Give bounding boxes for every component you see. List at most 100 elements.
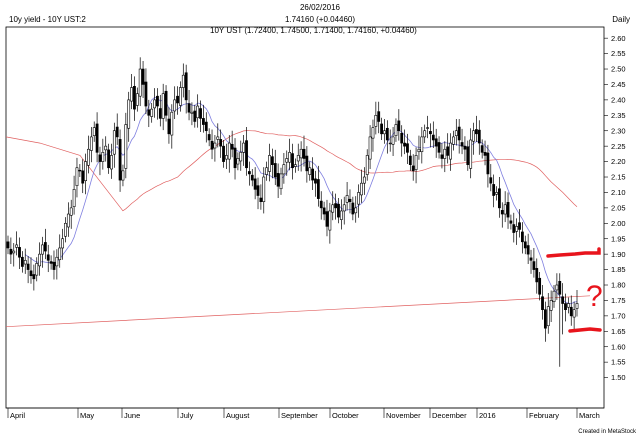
candle bbox=[434, 128, 438, 158]
candle-body bbox=[15, 244, 19, 248]
y-tick-label: 2.10 bbox=[611, 188, 626, 197]
candle-body bbox=[230, 144, 234, 150]
candle bbox=[489, 164, 493, 192]
annotation-top-bar bbox=[546, 247, 601, 258]
candle bbox=[334, 193, 338, 220]
candle bbox=[454, 119, 458, 146]
candle bbox=[32, 264, 36, 291]
candle bbox=[296, 143, 300, 171]
y-tick-label: 1.65 bbox=[611, 327, 626, 336]
candle-body bbox=[32, 274, 36, 280]
candle bbox=[299, 141, 303, 172]
candle-body bbox=[167, 118, 171, 135]
candle bbox=[156, 88, 159, 120]
candle-body bbox=[72, 189, 76, 207]
candle bbox=[124, 112, 128, 179]
candle bbox=[15, 231, 19, 256]
candle-body bbox=[64, 222, 67, 237]
candle-body bbox=[161, 93, 165, 119]
candle bbox=[268, 143, 271, 182]
annotation-layer: ? bbox=[546, 247, 603, 333]
candle bbox=[72, 175, 76, 215]
candle bbox=[127, 91, 131, 142]
candle-body bbox=[293, 164, 297, 167]
x-tick-label: May bbox=[80, 411, 94, 420]
candle-body bbox=[69, 207, 73, 216]
candle-body bbox=[176, 95, 179, 104]
candle bbox=[282, 152, 286, 184]
x-tick-label: June bbox=[124, 411, 140, 420]
candle-layer bbox=[6, 57, 579, 367]
candle-body bbox=[572, 309, 576, 318]
x-tick-label: 2016 bbox=[479, 411, 496, 420]
candle bbox=[265, 161, 269, 181]
candle-body bbox=[181, 74, 185, 88]
candle bbox=[342, 196, 346, 225]
candle bbox=[480, 139, 484, 159]
candle-body bbox=[575, 303, 579, 309]
y-tick-label: 2.05 bbox=[611, 203, 626, 212]
candle bbox=[532, 247, 536, 278]
candle-body bbox=[20, 256, 24, 267]
candle-body bbox=[66, 213, 70, 228]
candle bbox=[457, 119, 461, 154]
candle-body bbox=[339, 210, 343, 220]
y-tick-label: 2.50 bbox=[611, 65, 626, 74]
candle-body bbox=[509, 220, 513, 224]
candle bbox=[515, 218, 519, 245]
candle-body bbox=[35, 263, 39, 276]
candle-body bbox=[184, 72, 188, 101]
candle bbox=[498, 177, 501, 218]
candle-body bbox=[498, 188, 501, 209]
candle bbox=[460, 128, 464, 155]
candle-body bbox=[520, 231, 524, 243]
candle bbox=[558, 273, 562, 367]
plot-frame bbox=[5, 26, 605, 409]
candle bbox=[12, 243, 16, 267]
candle-body bbox=[426, 127, 429, 129]
candle bbox=[23, 248, 27, 274]
candle-body bbox=[101, 152, 105, 162]
candle bbox=[259, 184, 263, 210]
candle bbox=[322, 201, 326, 221]
candle bbox=[101, 138, 105, 170]
candle bbox=[173, 86, 177, 120]
annotation-bottom-bar bbox=[568, 327, 602, 333]
candle-body bbox=[173, 99, 177, 112]
candle-body bbox=[302, 148, 306, 159]
candle-body bbox=[92, 127, 96, 136]
candle-body bbox=[475, 129, 478, 135]
candle-body bbox=[279, 173, 283, 190]
candle-body bbox=[569, 306, 573, 317]
candle-body bbox=[308, 167, 312, 175]
candle bbox=[440, 143, 444, 169]
credit-label: Created in MetaStock bbox=[578, 429, 636, 435]
candle-body bbox=[204, 121, 208, 132]
trend-line bbox=[5, 295, 591, 328]
candle bbox=[78, 164, 82, 178]
candle bbox=[167, 107, 171, 144]
candle bbox=[161, 83, 165, 131]
candle-body bbox=[179, 87, 182, 106]
y-tick-label: 1.50 bbox=[611, 373, 626, 382]
candle-body bbox=[78, 169, 82, 172]
candle bbox=[348, 189, 352, 214]
candle bbox=[371, 119, 375, 152]
candle-body bbox=[156, 95, 159, 107]
candle bbox=[380, 117, 383, 140]
candle-body bbox=[41, 244, 44, 255]
candle-body bbox=[95, 123, 99, 153]
candle-body bbox=[288, 152, 292, 163]
candle-body bbox=[227, 142, 231, 160]
x-tick-label: October bbox=[332, 411, 359, 420]
candle-body bbox=[397, 120, 401, 132]
candle-body bbox=[552, 290, 556, 302]
candle-body bbox=[225, 155, 228, 160]
candle bbox=[170, 104, 174, 149]
candle bbox=[503, 191, 507, 223]
candle bbox=[233, 138, 237, 180]
candle bbox=[256, 177, 260, 210]
candle-body bbox=[406, 143, 409, 153]
candle-body bbox=[18, 247, 21, 258]
candle bbox=[245, 127, 248, 176]
